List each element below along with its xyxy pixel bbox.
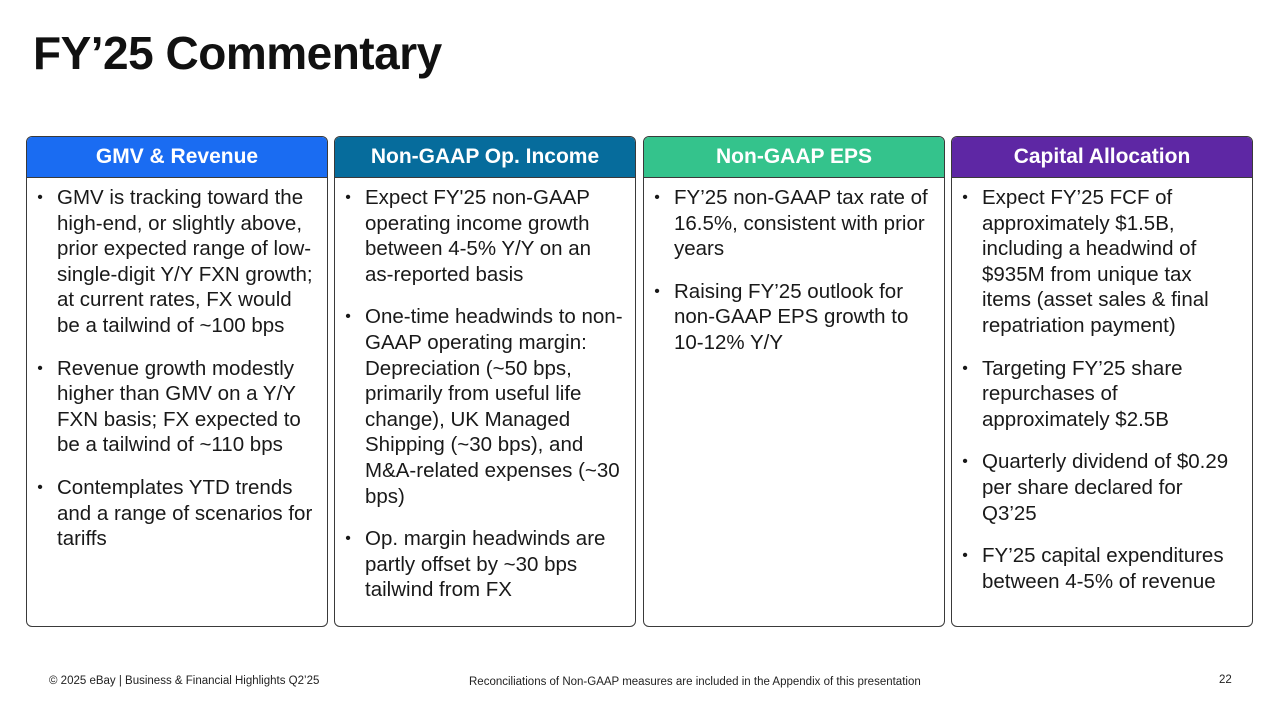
bullet-text: Expect FY’25 FCF of approximately $1.5B,… bbox=[982, 186, 1209, 337]
list-item: • Targeting FY’25 share repurchases of ap… bbox=[958, 356, 1242, 433]
column-header: Capital Allocation bbox=[952, 137, 1252, 178]
bullet-list: • FY’25 non-GAAP tax rate of 16.5%, consi… bbox=[644, 178, 944, 356]
list-item: • Contemplates YTD trends and a range of … bbox=[33, 475, 317, 552]
list-item: • Quarterly dividend of $0.29 per share d… bbox=[958, 449, 1242, 526]
bullet-icon: • bbox=[345, 530, 351, 548]
footer-note: Reconciliations of Non-GAAP measures are… bbox=[469, 676, 921, 688]
list-item: • GMV is tracking toward the high-end, or… bbox=[33, 185, 317, 339]
bullet-icon: • bbox=[345, 189, 351, 206]
list-item: • FY’25 capital expenditures between 4-5%… bbox=[958, 543, 1242, 594]
bullet-text: Raising FY’25 outlook for non-GAAP EPS g… bbox=[674, 279, 909, 354]
bullet-text: Revenue growth modestly higher than GMV … bbox=[57, 356, 301, 457]
bullet-icon: • bbox=[37, 359, 43, 377]
bullet-list: • Expect FY'25 non-GAAP operating income … bbox=[335, 178, 635, 603]
column-header: Non-GAAP Op. Income bbox=[335, 137, 635, 178]
bullet-text: Expect FY'25 non-GAAP operating income g… bbox=[365, 186, 592, 286]
bullet-text: Op. margin headwinds are partly offset b… bbox=[365, 527, 606, 602]
bullet-text: Targeting FY’25 share repurchases of app… bbox=[982, 356, 1183, 431]
bullet-text: Quarterly dividend of $0.29 per share de… bbox=[982, 450, 1229, 525]
footer-copyright: © 2025 eBay | Business & Financial Highl… bbox=[49, 675, 320, 687]
bullet-icon: • bbox=[962, 547, 968, 565]
page-number: 22 bbox=[1219, 674, 1232, 686]
bullet-icon: • bbox=[654, 282, 660, 300]
list-item: • Op. margin headwinds are partly offset … bbox=[341, 526, 625, 603]
bullet-icon: • bbox=[962, 189, 968, 206]
bullet-list: • Expect FY’25 FCF of approximately $1.5B… bbox=[952, 178, 1252, 594]
page-title: FY’25 Commentary bbox=[33, 27, 442, 79]
bullet-list: • GMV is tracking toward the high-end, or… bbox=[27, 178, 327, 552]
column-header: Non-GAAP EPS bbox=[644, 137, 944, 178]
list-item: • Revenue growth modestly higher than GMV… bbox=[33, 356, 317, 458]
bullet-icon: • bbox=[37, 189, 43, 206]
bullet-icon: • bbox=[345, 308, 351, 326]
column-gmv-revenue: GMV & Revenue • GMV is tracking toward th… bbox=[26, 136, 328, 627]
bullet-text: One-time headwinds to non-GAAP operating… bbox=[365, 305, 623, 508]
bullet-text: FY’25 capital expenditures between 4-5% … bbox=[982, 544, 1224, 593]
bullet-icon: • bbox=[962, 453, 968, 471]
bullet-text: FY’25 non-GAAP tax rate of 16.5%, consis… bbox=[674, 186, 928, 261]
column-capital-allocation: Capital Allocation • Expect FY’25 FCF of … bbox=[951, 136, 1253, 627]
list-item: • Raising FY’25 outlook for non-GAAP EPS … bbox=[650, 279, 934, 356]
list-item: • One-time headwinds to non-GAAP operatin… bbox=[341, 304, 625, 509]
column-non-gaap-eps: Non-GAAP EPS • FY’25 non-GAAP tax rate of… bbox=[643, 136, 945, 627]
bullet-icon: • bbox=[654, 189, 660, 206]
bullet-icon: • bbox=[37, 478, 43, 496]
list-item: • Expect FY'25 non-GAAP operating income … bbox=[341, 185, 625, 287]
bullet-text: Contemplates YTD trends and a range of s… bbox=[57, 475, 313, 551]
column-non-gaap-op-income: Non-GAAP Op. Income • Expect FY'25 non-GA… bbox=[334, 136, 636, 627]
bullet-icon: • bbox=[962, 359, 968, 377]
bullet-text: GMV is tracking toward the high-end, or … bbox=[57, 186, 313, 337]
list-item: • FY’25 non-GAAP tax rate of 16.5%, consi… bbox=[650, 185, 934, 262]
column-header: GMV & Revenue bbox=[27, 137, 327, 178]
list-item: • Expect FY’25 FCF of approximately $1.5B… bbox=[958, 185, 1242, 339]
